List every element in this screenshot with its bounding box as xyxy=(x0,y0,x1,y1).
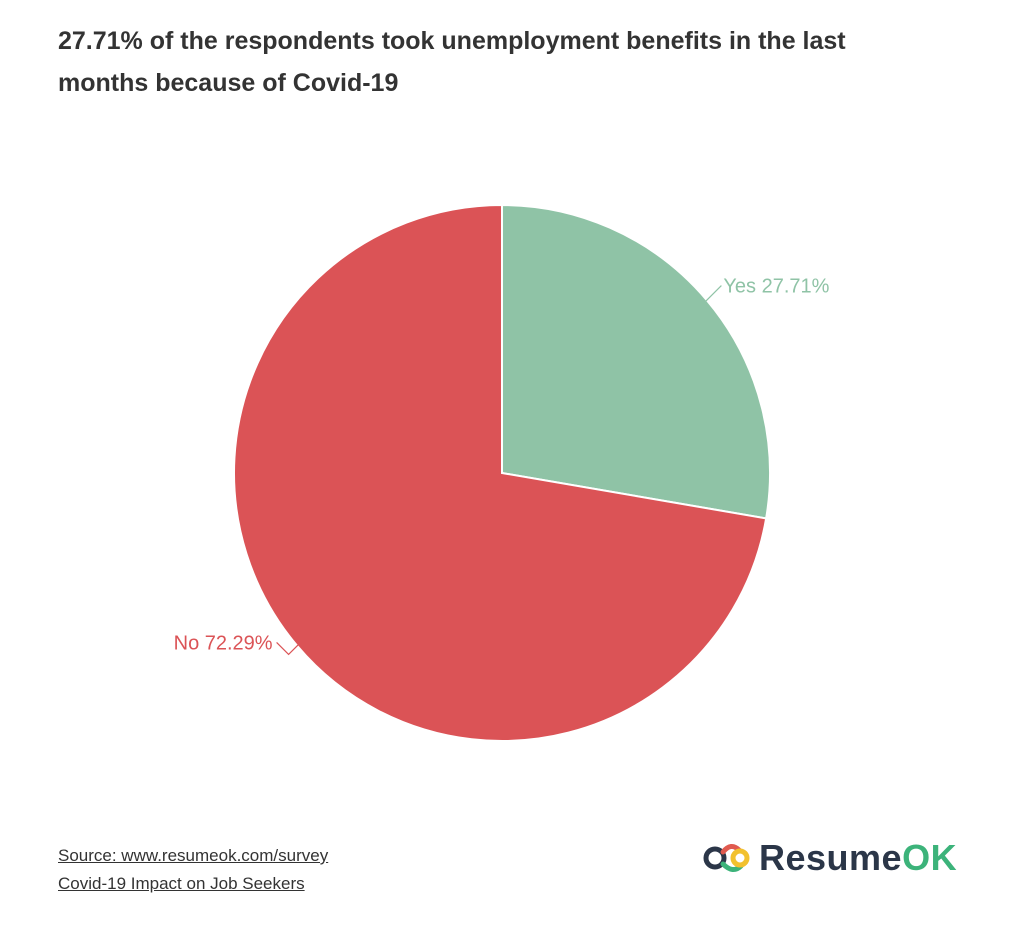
logo-word-ok: OK xyxy=(902,837,958,878)
resumeok-logo[interactable]: ResumeOK xyxy=(703,836,957,880)
footer: Source: www.resumeok.com/survey Covid-19… xyxy=(58,842,328,898)
leader-line-no xyxy=(276,641,300,656)
leader-line-yes xyxy=(704,285,722,303)
survey-link[interactable]: Covid-19 Impact on Job Seekers xyxy=(58,874,305,893)
logo-word-resume: Resume xyxy=(759,837,903,878)
pie-slice-yes xyxy=(501,203,771,520)
pie-label-yes: Yes 27.71% xyxy=(723,276,829,298)
link-chain-icon xyxy=(703,844,750,872)
chart-title: 27.71% of the respondents took unemploym… xyxy=(58,27,846,97)
source-link[interactable]: Source: www.resumeok.com/survey xyxy=(58,846,329,865)
pie-labels: Yes 27.71% No 72.29% xyxy=(174,276,830,656)
logo-wordmark: ResumeOK xyxy=(759,837,957,879)
pie-label-no: No 72.29% xyxy=(174,632,273,654)
pie-slices xyxy=(233,203,771,742)
